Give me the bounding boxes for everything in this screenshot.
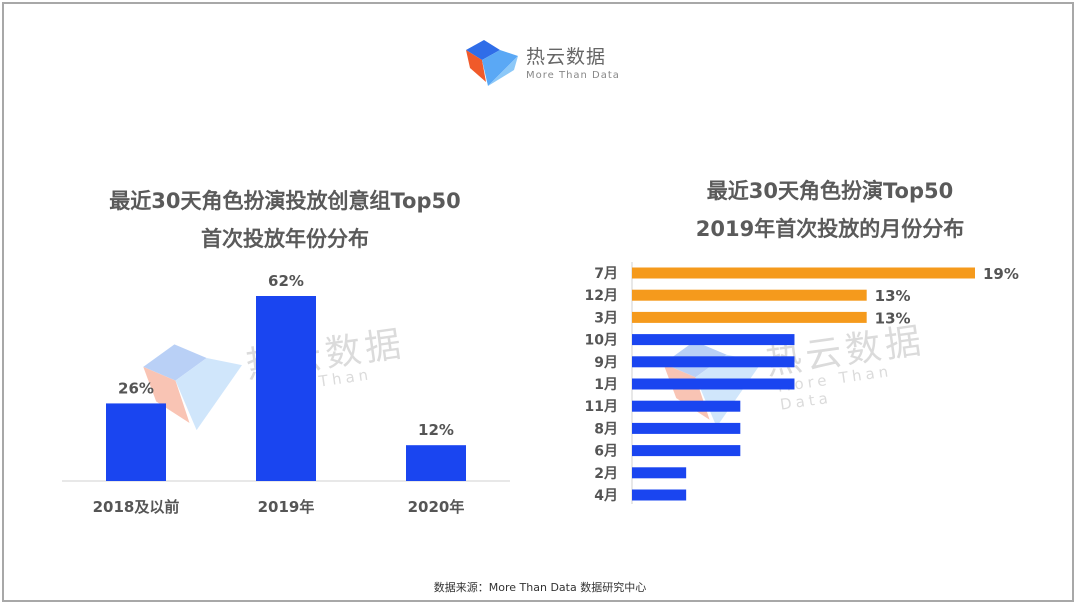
right-bar-4 xyxy=(632,356,795,368)
right-bar-2 xyxy=(632,311,867,323)
right-category-label-0: 7月 xyxy=(594,266,618,282)
left-bar-value-label-0: 26% xyxy=(118,379,154,397)
left-bar-value-label-1: 62% xyxy=(268,272,304,290)
right-category-label-7: 8月 xyxy=(594,421,618,437)
watermark-left: 热云数据 More Than Data xyxy=(134,303,427,451)
right-category-label-1: 12月 xyxy=(585,288,618,304)
right-chart-title: 最近30天角色扮演Top50 2019年首次投放的月份分布 xyxy=(580,172,1080,248)
right-category-label-2: 3月 xyxy=(594,310,618,326)
logo-cube-icon xyxy=(466,40,518,86)
right-category-label-4: 9月 xyxy=(594,355,618,371)
right-category-label-8: 6月 xyxy=(594,444,618,460)
right-bar-9 xyxy=(632,467,687,479)
right-bar-value-label-1: 13% xyxy=(875,287,911,305)
right-category-label-10: 4月 xyxy=(594,488,618,504)
left-chart-title-line-1: 最近30天角色扮演投放创意组Top50 xyxy=(109,189,461,213)
right-bar-3 xyxy=(632,334,795,346)
right-chart-title-line-2: 2019年首次投放的月份分布 xyxy=(695,217,965,241)
right-category-label-9: 2月 xyxy=(594,466,618,482)
right-category-label-5: 1月 xyxy=(594,377,618,393)
left-category-label-0: 2018及以前 xyxy=(93,498,180,516)
left-bar-value-label-2: 12% xyxy=(418,421,454,439)
left-chart-title-line-2: 首次投放年份分布 xyxy=(201,227,369,251)
watermark-cube-icon xyxy=(143,344,242,431)
left-category-label-2: 2020年 xyxy=(408,498,465,516)
left-bar-0 xyxy=(106,403,166,481)
left-bar-2 xyxy=(406,445,466,481)
right-bar-6 xyxy=(632,400,741,412)
right-bar-8 xyxy=(632,445,741,457)
right-bar-1 xyxy=(632,289,867,301)
right-bar-value-label-2: 13% xyxy=(875,309,911,327)
brand-name: 热云数据 xyxy=(526,46,607,68)
slide-frame xyxy=(2,2,1074,602)
right-bar-5 xyxy=(632,378,795,390)
right-bar-10 xyxy=(632,489,687,501)
left-chart-title: 最近30天角色扮演投放创意组Top50 首次投放年份分布 xyxy=(60,182,510,258)
right-bar-value-label-0: 19% xyxy=(983,265,1019,283)
brand-tagline: More Than Data xyxy=(526,70,620,81)
right-category-label-6: 11月 xyxy=(585,399,618,415)
right-category-label-3: 10月 xyxy=(585,333,618,349)
left-bar-1 xyxy=(256,296,316,481)
right-chart-title-line-1: 最近30天角色扮演Top50 xyxy=(706,179,954,203)
right-bar-7 xyxy=(632,422,741,434)
brand-logo: 热云数据 More Than Data xyxy=(462,36,632,90)
left-category-label-1: 2019年 xyxy=(258,498,315,516)
right-bar-0 xyxy=(632,267,975,279)
data-source-note: 数据来源：More Than Data 数据研究中心 xyxy=(433,581,647,594)
